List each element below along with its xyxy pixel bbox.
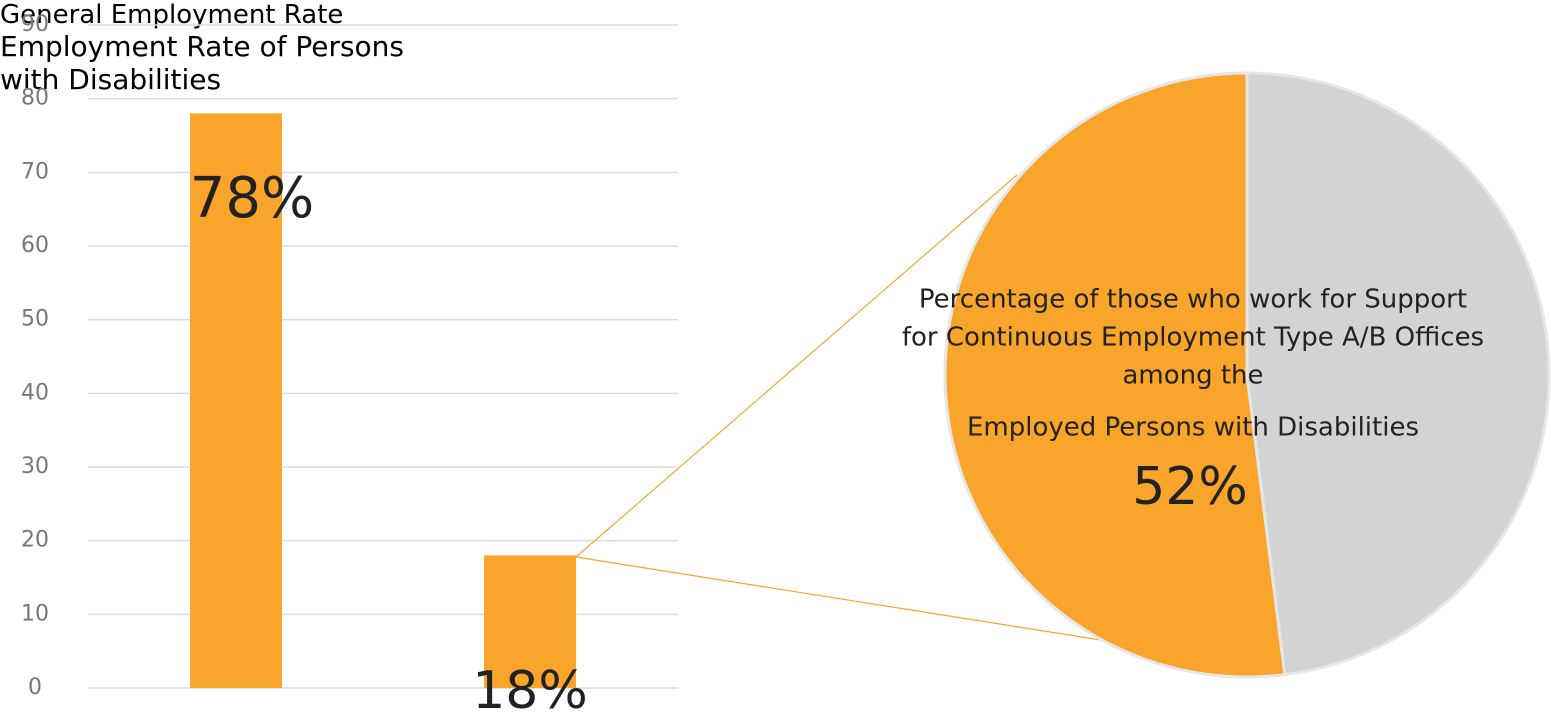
category-label: Employment Rate of Persons with Disabili… — [0, 30, 405, 96]
pie-annotation: Percentage of those who work for Support — [919, 285, 1467, 315]
y-tick-label: 10 — [21, 601, 49, 626]
y-tick-label: 90 — [21, 12, 49, 37]
pie-annotation: for Continuous Employment Type A/B Offic… — [902, 323, 1484, 353]
y-tick-label: 60 — [21, 233, 49, 258]
y-tick-label: 40 — [21, 380, 49, 405]
pie-annotation: Employed Persons with Disabilities — [967, 413, 1419, 443]
connector-line — [575, 174, 1018, 558]
pie-slice — [943, 71, 1287, 679]
value-label: 18% — [472, 661, 588, 721]
pie-annotation: among the — [1122, 361, 1263, 391]
y-tick-label: 70 — [21, 159, 49, 184]
bar — [484, 555, 576, 688]
y-tick-label: 30 — [21, 454, 49, 479]
connector-line — [575, 556, 1108, 642]
y-tick-label: 50 — [21, 307, 49, 332]
y-tick-label: 20 — [21, 528, 49, 553]
value-label: 52% — [1132, 457, 1248, 517]
value-label: 78% — [190, 166, 314, 231]
pie-slice — [1245, 71, 1551, 677]
y-tick-label: 80 — [21, 86, 49, 111]
y-tick-label: 0 — [28, 675, 42, 700]
bar — [190, 113, 282, 688]
